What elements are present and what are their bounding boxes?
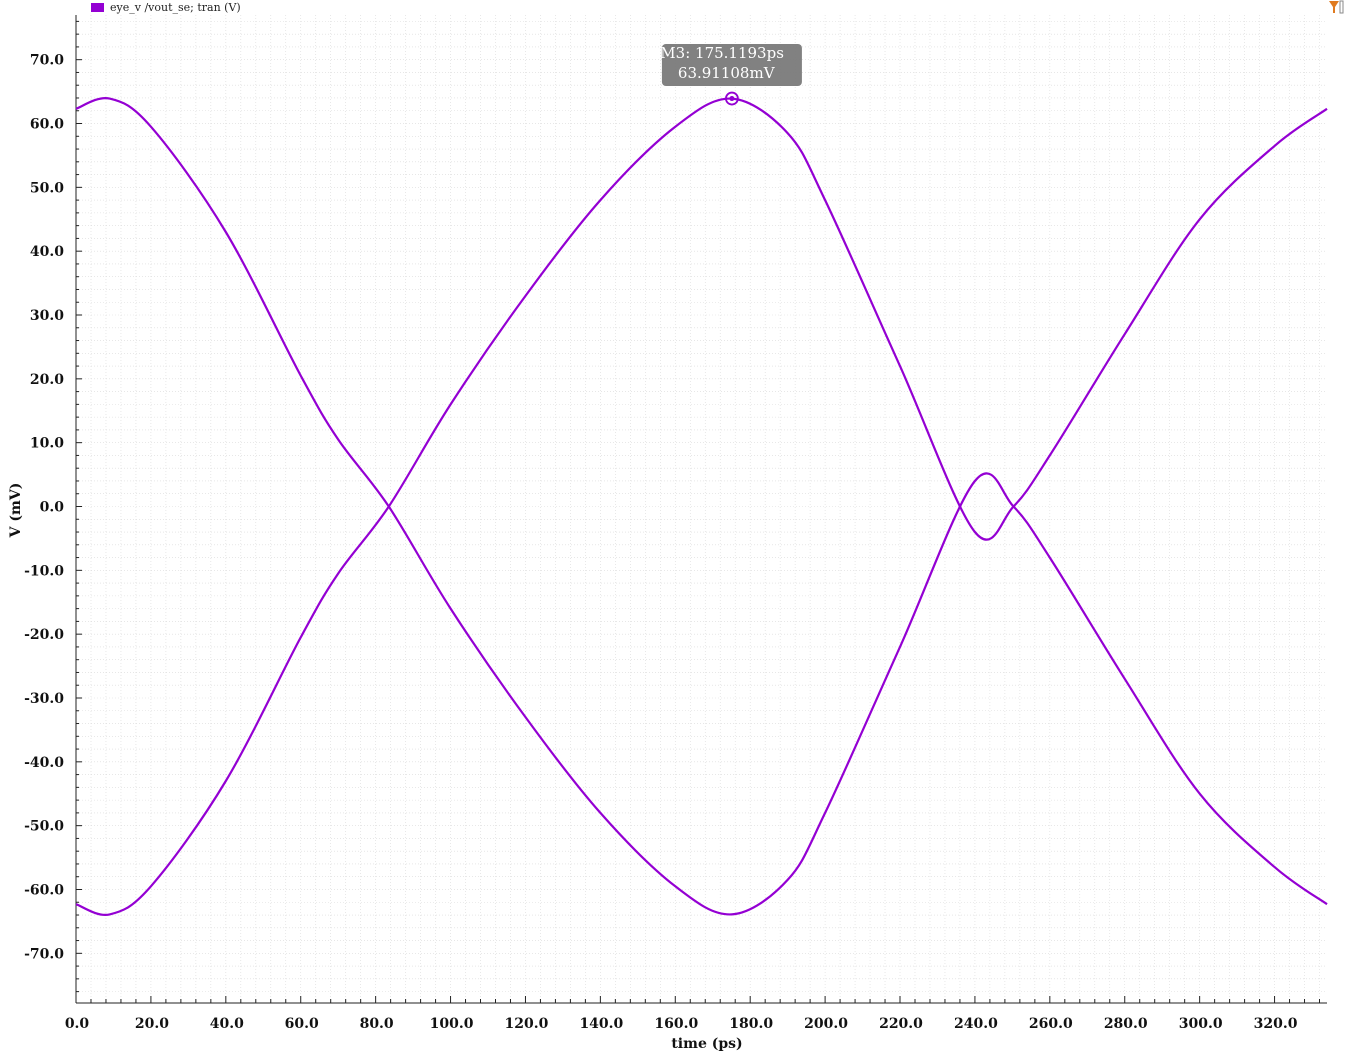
y-tick-label: 10.0 [30,436,64,452]
y-tick-label: -40.0 [24,755,64,771]
y-tick-label: -70.0 [24,946,64,962]
y-tick-label: 0.0 [40,500,65,516]
x-tick-label: 100.0 [430,1016,474,1032]
x-tick-label: 280.0 [1104,1016,1148,1032]
marker-label-line2: 63.91108mV [678,64,776,82]
x-tick-label: 260.0 [1029,1016,1073,1032]
y-tick-label: 20.0 [30,372,64,388]
x-tick-label: 140.0 [579,1016,623,1032]
x-tick-label: 120.0 [505,1016,549,1032]
x-tick-label: 240.0 [954,1016,998,1032]
marker-ring [725,91,739,106]
x-tick-label: 80.0 [360,1016,394,1032]
x-axis-title: time (ps) [671,1036,742,1052]
x-tick-label: 60.0 [285,1016,319,1032]
y-tick-label: -10.0 [24,563,64,579]
x-tick-label: 40.0 [210,1016,244,1032]
series-line [75,97,1328,916]
filter-icon[interactable] [1323,0,1345,14]
y-tick-label: 60.0 [30,117,64,133]
y-tick-label: 50.0 [30,180,64,196]
y-tick-label: 30.0 [30,308,64,324]
legend-swatch [91,2,104,12]
y-axis-title: V (mV) [8,483,24,539]
marker-point [729,96,735,102]
y-tick-label: 70.0 [30,53,64,69]
marker-label-box [661,44,802,86]
x-tick-label: 20.0 [135,1016,169,1032]
y-tick-label: -60.0 [24,882,64,898]
y-tick-label: -20.0 [24,627,64,643]
legend-label: eye_v /vout_se; tran (V) [110,0,241,14]
series-line [75,97,1328,916]
x-tick-label: 200.0 [804,1016,848,1032]
marker-label-line1: M3: 175.1193ps [660,44,784,62]
x-tick-label: 180.0 [729,1016,773,1032]
legend[interactable]: eye_v /vout_se; tran (V) [91,0,241,14]
y-tick-label: -30.0 [24,691,64,707]
x-tick-label: 300.0 [1179,1016,1223,1032]
y-tick-label: 40.0 [30,244,64,260]
x-tick-label: 320.0 [1254,1016,1298,1032]
x-tick-label: 160.0 [654,1016,698,1032]
y-tick-label: -50.0 [24,819,64,835]
x-tick-label: 220.0 [879,1016,923,1032]
x-tick-label: 0.0 [65,1016,90,1032]
